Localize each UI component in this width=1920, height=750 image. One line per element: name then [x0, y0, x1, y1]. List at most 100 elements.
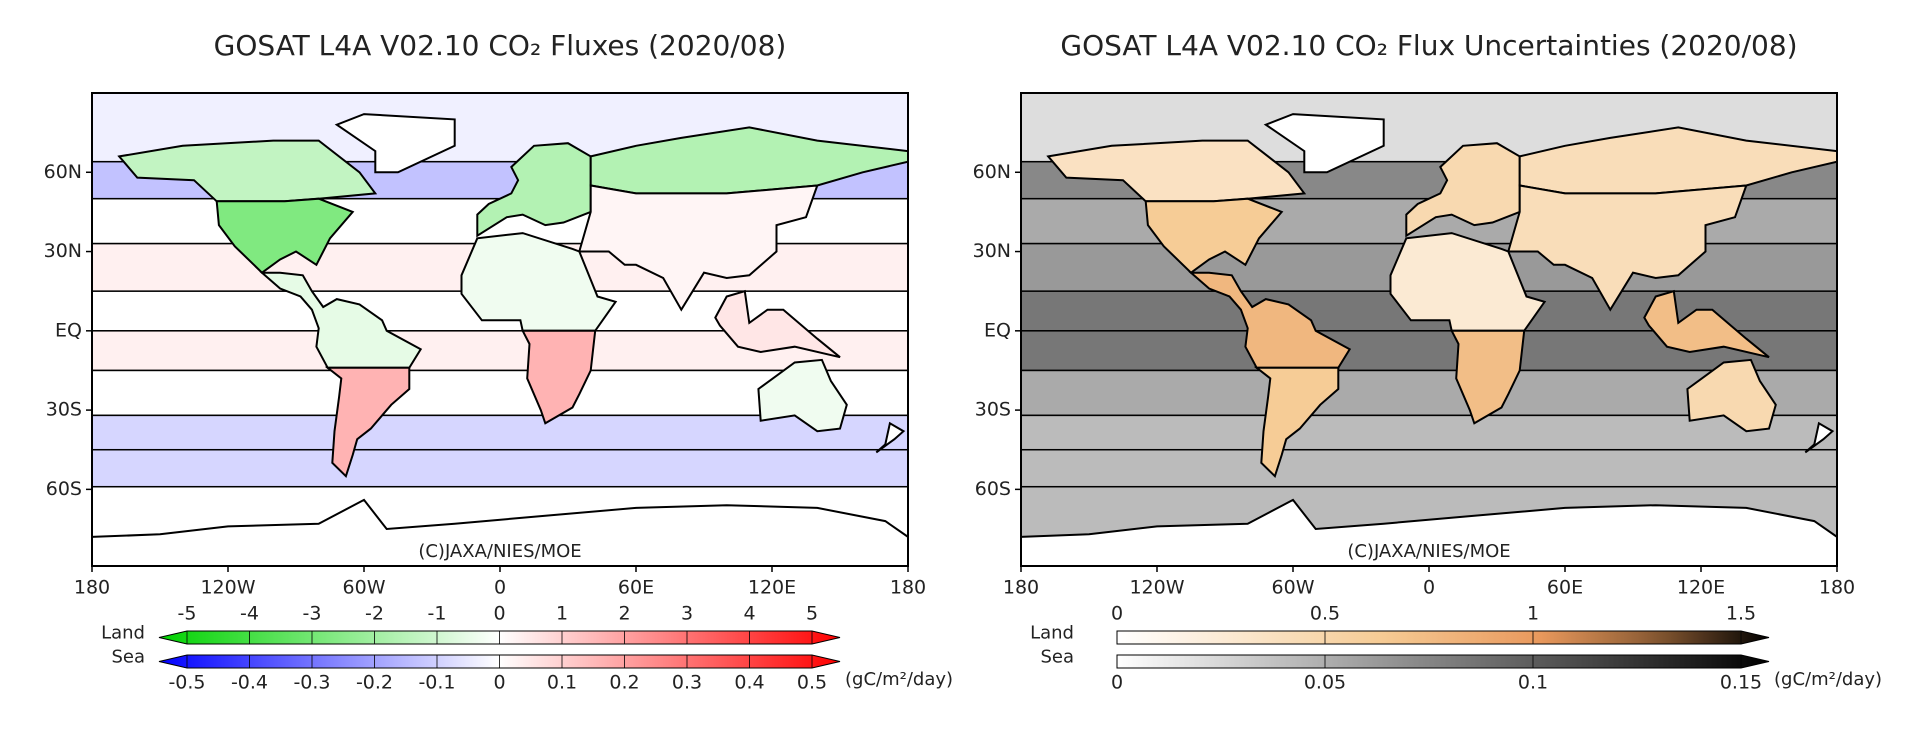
- y-tick-label: 60N: [973, 161, 1011, 183]
- colorbar-tick-label: -3: [303, 603, 322, 625]
- copyright: (C)JAXA/NIES/MOE: [1347, 541, 1510, 562]
- colorbar-label: Land: [101, 623, 145, 644]
- land-region: [1450, 329, 1526, 425]
- colorbar-tick-label: 0: [1111, 672, 1123, 694]
- colorbar-tick-label: 5: [806, 603, 818, 625]
- colorbar-tick-label: -4: [240, 603, 259, 625]
- colorbar-tick-label: 1.5: [1726, 603, 1756, 625]
- land-region: [117, 139, 378, 203]
- colorbar: [1116, 654, 1770, 669]
- x-tick-label: 0: [1423, 577, 1435, 599]
- land-region: [1188, 271, 1352, 369]
- land-outline: [1804, 421, 1835, 454]
- colorbar-tick-label: 4: [743, 603, 755, 625]
- land-region: [521, 329, 597, 425]
- colorbar-tick-label: -2: [365, 603, 384, 625]
- land-region: [1643, 289, 1770, 359]
- colorbar-tick-label: 0.05: [1304, 672, 1346, 694]
- colorbar-tick-label: -0.2: [356, 672, 393, 694]
- land-region: [714, 289, 841, 359]
- y-tick-label: 60S: [46, 478, 82, 500]
- colorbar-tick-label: 0.1: [1518, 672, 1548, 694]
- x-tick-label: 120E: [1677, 577, 1725, 599]
- x-tick-label: 180: [1819, 577, 1855, 599]
- y-tick-label: 30S: [46, 399, 82, 421]
- colorbar-tick-label: 0: [493, 672, 505, 694]
- colorbar-tick-label: 3: [681, 603, 693, 625]
- colorbar-tick-label: -0.4: [231, 672, 268, 694]
- ocean-region: [92, 448, 908, 488]
- land-outline: [875, 421, 906, 454]
- x-tick-label: 60W: [343, 577, 386, 599]
- colorbar-tick-label: 0.1: [547, 672, 577, 694]
- colorbar-tick-label: 0.5: [1310, 603, 1340, 625]
- y-tick-label: EQ: [55, 319, 82, 341]
- colorbar-tick-label: 0: [493, 603, 505, 625]
- land-region: [1686, 358, 1777, 433]
- land-region: [1389, 232, 1547, 332]
- colorbar: [1116, 630, 1770, 645]
- y-tick-label: 60N: [44, 161, 82, 183]
- ocean-region: [1021, 448, 1837, 488]
- colorbar-label: Sea: [1040, 647, 1074, 668]
- land-region: [1253, 366, 1340, 479]
- colorbar-tick-label: -0.5: [168, 672, 205, 694]
- land-region: [1144, 197, 1284, 275]
- land-outline: [1021, 498, 1837, 566]
- units: (gC/m²/day): [1774, 669, 1882, 690]
- panel-title: GOSAT L4A V02.10 CO₂ Flux Uncertainties …: [1060, 29, 1797, 62]
- colorbar-label: Sea: [111, 647, 145, 668]
- land-region: [460, 232, 618, 332]
- y-tick-label: 30S: [975, 399, 1011, 421]
- land-region: [577, 184, 819, 312]
- colorbar-tick-label: 1: [1527, 603, 1539, 625]
- land-outline: [334, 113, 456, 174]
- map-panel: GOSAT L4A V02.10 CO₂ Fluxes (2020/08) (C)…: [44, 29, 953, 694]
- ocean-region: [1021, 414, 1837, 451]
- x-tick-label: 60W: [1272, 577, 1315, 599]
- x-tick-label: 180: [1003, 577, 1039, 599]
- colorbar-tick-label: 2: [618, 603, 630, 625]
- x-tick-label: 60E: [618, 577, 654, 599]
- colorbar-label: Land: [1030, 623, 1074, 644]
- colorbar-tick-label: 0.4: [734, 672, 764, 694]
- map-panel: GOSAT L4A V02.10 CO₂ Flux Uncertainties …: [973, 29, 1882, 694]
- y-tick-label: 30N: [44, 240, 82, 262]
- land-region: [476, 142, 592, 238]
- units: (gC/m²/day): [845, 669, 953, 690]
- land-region: [1046, 139, 1307, 203]
- copyright: (C)JAXA/NIES/MOE: [418, 541, 581, 562]
- map-area: [1021, 93, 1837, 566]
- land-region: [215, 197, 355, 275]
- panel-title: GOSAT L4A V02.10 CO₂ Fluxes (2020/08): [214, 29, 787, 62]
- land-region: [259, 271, 423, 369]
- colorbar-tick-label: -1: [428, 603, 447, 625]
- colorbar-tick-label: 0.3: [672, 672, 702, 694]
- x-tick-label: 180: [74, 577, 110, 599]
- colorbar-tick-label: 0.15: [1720, 672, 1762, 694]
- x-tick-label: 120W: [200, 577, 255, 599]
- land-region: [324, 366, 411, 479]
- colorbar-tick-label: -0.3: [293, 672, 330, 694]
- land-outline: [92, 498, 908, 566]
- colorbar-tick-label: -5: [178, 603, 197, 625]
- x-tick-label: 0: [494, 577, 506, 599]
- colorbar-tick-label: 1: [556, 603, 568, 625]
- colorbar-tick-label: 0.5: [797, 672, 827, 694]
- ocean-region: [92, 414, 908, 451]
- land-region: [1506, 184, 1748, 312]
- x-tick-label: 180: [890, 577, 926, 599]
- land-region: [757, 358, 848, 433]
- x-tick-label: 120E: [748, 577, 796, 599]
- y-tick-label: 30N: [973, 240, 1011, 262]
- colorbar-tick-label: 0: [1111, 603, 1123, 625]
- x-tick-label: 60E: [1547, 577, 1583, 599]
- y-tick-label: 60S: [975, 478, 1011, 500]
- x-tick-label: 120W: [1129, 577, 1184, 599]
- colorbar-tick-label: -0.1: [418, 672, 455, 694]
- map-area: [92, 93, 908, 566]
- land-outline: [1263, 113, 1385, 174]
- colorbar-tick-label: 0.2: [609, 672, 639, 694]
